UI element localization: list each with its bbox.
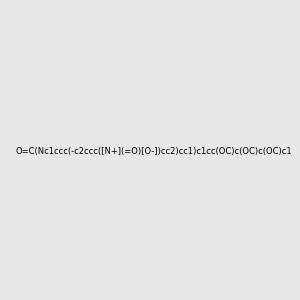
Text: O=C(Nc1ccc(-c2ccc([N+](=O)[O-])cc2)cc1)c1cc(OC)c(OC)c(OC)c1: O=C(Nc1ccc(-c2ccc([N+](=O)[O-])cc2)cc1)c… [15,147,292,156]
